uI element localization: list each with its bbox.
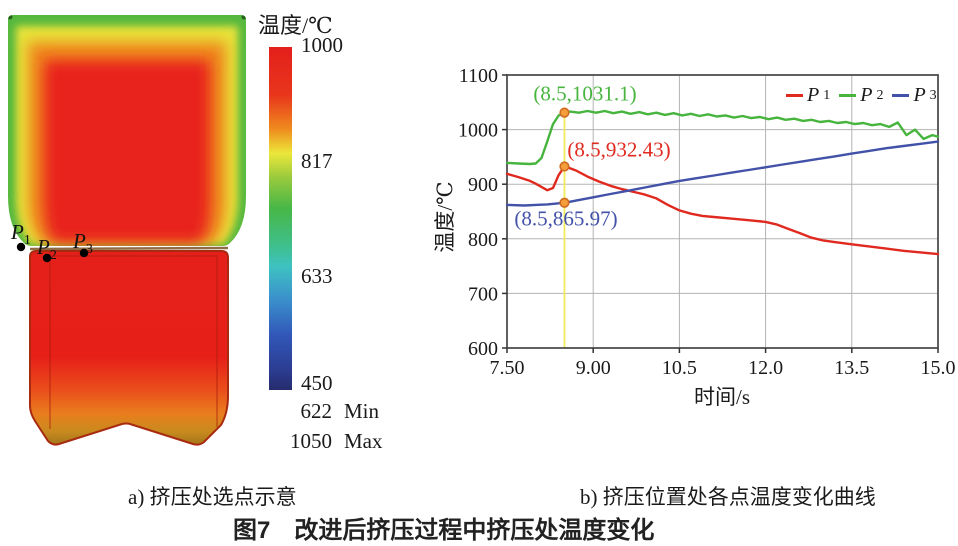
workpiece-shape	[29, 250, 229, 446]
chart-plot: 7.50 9.00 10.5 12.0 13.5 15.0 600 700 800 900 1000…	[458, 65, 956, 379]
point-label-p1: P1	[11, 220, 31, 249]
caption-panel-a: a) 挤压处选点示意	[128, 485, 297, 509]
y-tick-label: 1000	[458, 120, 498, 142]
x-tick-label: 10.5	[662, 357, 697, 379]
y-tick-label: 900	[468, 174, 498, 196]
point-marker-p1	[16, 242, 26, 252]
point-marker-p2	[42, 253, 52, 263]
max-value: 1050	[290, 429, 332, 453]
marker-p3	[559, 197, 570, 208]
colorbar-title: 温度/℃	[258, 13, 333, 38]
x-axis-label: 时间/s	[693, 385, 751, 409]
colorbar-min-row: 622 Min	[274, 399, 380, 423]
annotation-p3: (8.5,865.97)	[514, 206, 618, 231]
panel-b-chart: 7.50 9.00 10.5 12.0 13.5 15.0 600 700 800 900 1000…	[430, 40, 958, 409]
point-label-p3: P3	[73, 229, 93, 258]
x-tick-label: 9.00	[576, 357, 611, 379]
legend-swatch-p1	[786, 94, 803, 97]
caption-panel-b: b) 挤压位置处各点温度变化曲线	[580, 485, 876, 509]
y-tick-label: 600	[468, 338, 498, 360]
colorbar-tick-1000: 1000	[301, 33, 343, 57]
max-label: Max	[344, 429, 383, 453]
y-axis-label: 温度/℃	[433, 181, 457, 253]
min-value: 622	[300, 399, 333, 423]
billet-workpiece-boundary	[29, 246, 229, 251]
annotation-p1: (8.5,932.43)	[567, 137, 671, 162]
colorbar-max-row: 1050 Max	[274, 429, 383, 453]
legend-swatch-p3	[892, 94, 910, 97]
colorbar-gradient	[269, 47, 292, 390]
curve-p1	[505, 165, 940, 256]
min-label: Min	[344, 399, 380, 423]
figure-caption: 图7 改进后挤压过程中挤压处温度变化	[233, 517, 655, 544]
x-tick-label: 13.5	[834, 357, 869, 379]
legend-swatch-p2	[839, 94, 857, 97]
colorbar-tick-450: 450	[301, 371, 333, 395]
annotation-p2: (8.5,1031.1)	[533, 81, 637, 106]
y-tick-label: 800	[468, 229, 498, 251]
marker-p2	[559, 107, 570, 118]
die-inner-outline	[49, 252, 218, 429]
plot-frame	[506, 74, 939, 349]
x-tick-label: 15.0	[921, 357, 956, 379]
x-tick-label: 7.50	[490, 357, 525, 379]
marker-p1	[559, 161, 570, 172]
point-marker-p3	[79, 248, 89, 258]
colorbar-tick-817: 817	[301, 149, 333, 173]
point-label-p2: P2	[37, 235, 57, 264]
y-tick-label: 700	[468, 283, 498, 305]
thermal-simulation-image	[8, 15, 246, 446]
x-tick-label: 12.0	[748, 357, 783, 379]
y-tick-label: 1100	[459, 65, 498, 87]
colorbar-tick-633: 633	[301, 264, 333, 288]
